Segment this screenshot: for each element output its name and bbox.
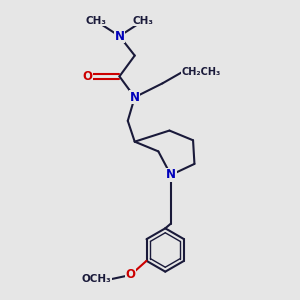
Text: CH₃: CH₃ bbox=[85, 16, 106, 26]
Text: N: N bbox=[114, 30, 124, 43]
Text: CH₂CH₃: CH₂CH₃ bbox=[182, 67, 221, 77]
Text: N: N bbox=[130, 91, 140, 104]
Text: N: N bbox=[166, 169, 176, 182]
Text: CH₃: CH₃ bbox=[133, 16, 154, 26]
Text: OCH₃: OCH₃ bbox=[81, 274, 111, 284]
Text: O: O bbox=[82, 70, 92, 83]
Text: O: O bbox=[126, 268, 136, 281]
